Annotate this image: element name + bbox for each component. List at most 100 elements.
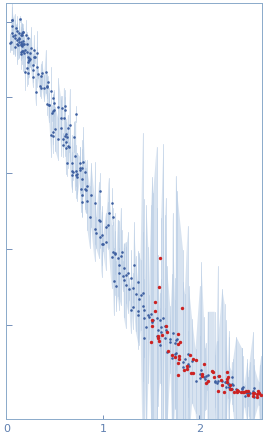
Point	[205, 378, 209, 385]
Point	[173, 340, 178, 347]
Point	[73, 168, 78, 175]
Point	[47, 101, 51, 108]
Point	[64, 138, 68, 145]
Point	[78, 160, 82, 166]
Point	[185, 363, 189, 370]
Point	[39, 84, 43, 91]
Point	[20, 47, 24, 54]
Point	[228, 382, 232, 388]
Point	[136, 278, 140, 285]
Point	[251, 393, 255, 400]
Point	[74, 170, 79, 177]
Point	[32, 54, 36, 61]
Point	[181, 364, 186, 371]
Point	[199, 366, 204, 373]
Point	[85, 198, 90, 205]
Point	[234, 386, 238, 393]
Point	[83, 187, 88, 194]
Point	[10, 22, 14, 29]
Point	[64, 144, 68, 151]
Point	[191, 355, 195, 362]
Point	[64, 130, 68, 137]
Point	[202, 373, 206, 380]
Point	[26, 59, 30, 66]
Point	[204, 379, 208, 386]
Point	[232, 388, 236, 395]
Point	[49, 132, 54, 139]
Point	[33, 54, 37, 61]
Point	[203, 376, 207, 383]
Point	[137, 295, 141, 302]
Point	[142, 335, 147, 342]
Point	[252, 389, 256, 396]
Point	[25, 34, 30, 41]
Point	[239, 389, 244, 396]
Point	[52, 100, 56, 107]
Point	[178, 338, 182, 345]
Point	[176, 352, 181, 359]
Point	[227, 381, 231, 388]
Point	[45, 101, 49, 108]
Point	[18, 41, 23, 48]
Point	[184, 366, 189, 373]
Point	[111, 213, 115, 220]
Point	[220, 377, 224, 384]
Point	[164, 322, 169, 329]
Point	[19, 51, 23, 58]
Point	[19, 41, 23, 48]
Point	[173, 354, 178, 361]
Point	[226, 381, 230, 388]
Point	[257, 389, 261, 396]
Point	[142, 307, 146, 314]
Point	[66, 125, 70, 132]
Point	[138, 291, 143, 298]
Point	[251, 389, 255, 396]
Point	[113, 250, 117, 257]
Point	[21, 28, 25, 35]
Point	[19, 31, 23, 38]
Point	[124, 282, 128, 289]
Point	[27, 56, 32, 63]
Point	[251, 385, 256, 392]
Point	[32, 46, 36, 53]
Point	[38, 72, 43, 79]
Point	[257, 390, 261, 397]
Point	[65, 160, 69, 167]
Point	[212, 374, 217, 381]
Point	[163, 322, 167, 329]
Point	[189, 370, 193, 377]
Point	[111, 248, 115, 255]
Point	[187, 362, 191, 369]
Point	[170, 355, 174, 362]
Point	[80, 198, 84, 205]
Point	[44, 68, 48, 75]
Point	[246, 387, 250, 394]
Point	[19, 38, 23, 45]
Point	[166, 347, 170, 354]
Point	[105, 222, 110, 229]
Point	[131, 284, 135, 291]
Point	[104, 239, 108, 246]
Point	[163, 335, 167, 342]
Point	[176, 340, 180, 347]
Point	[31, 61, 35, 68]
Point	[157, 284, 161, 291]
Point	[159, 328, 163, 335]
Point	[181, 359, 185, 366]
Point	[61, 135, 65, 142]
Point	[31, 67, 35, 74]
Point	[129, 274, 134, 281]
Point	[35, 50, 39, 57]
Point	[98, 187, 102, 194]
Point	[21, 41, 25, 48]
Point	[136, 311, 140, 318]
Point	[216, 388, 220, 395]
Point	[230, 386, 235, 393]
Point	[12, 31, 17, 38]
Point	[114, 282, 118, 289]
Point	[161, 315, 166, 322]
Point	[240, 385, 244, 392]
Point	[149, 310, 153, 317]
Point	[211, 368, 215, 375]
Point	[79, 186, 83, 193]
